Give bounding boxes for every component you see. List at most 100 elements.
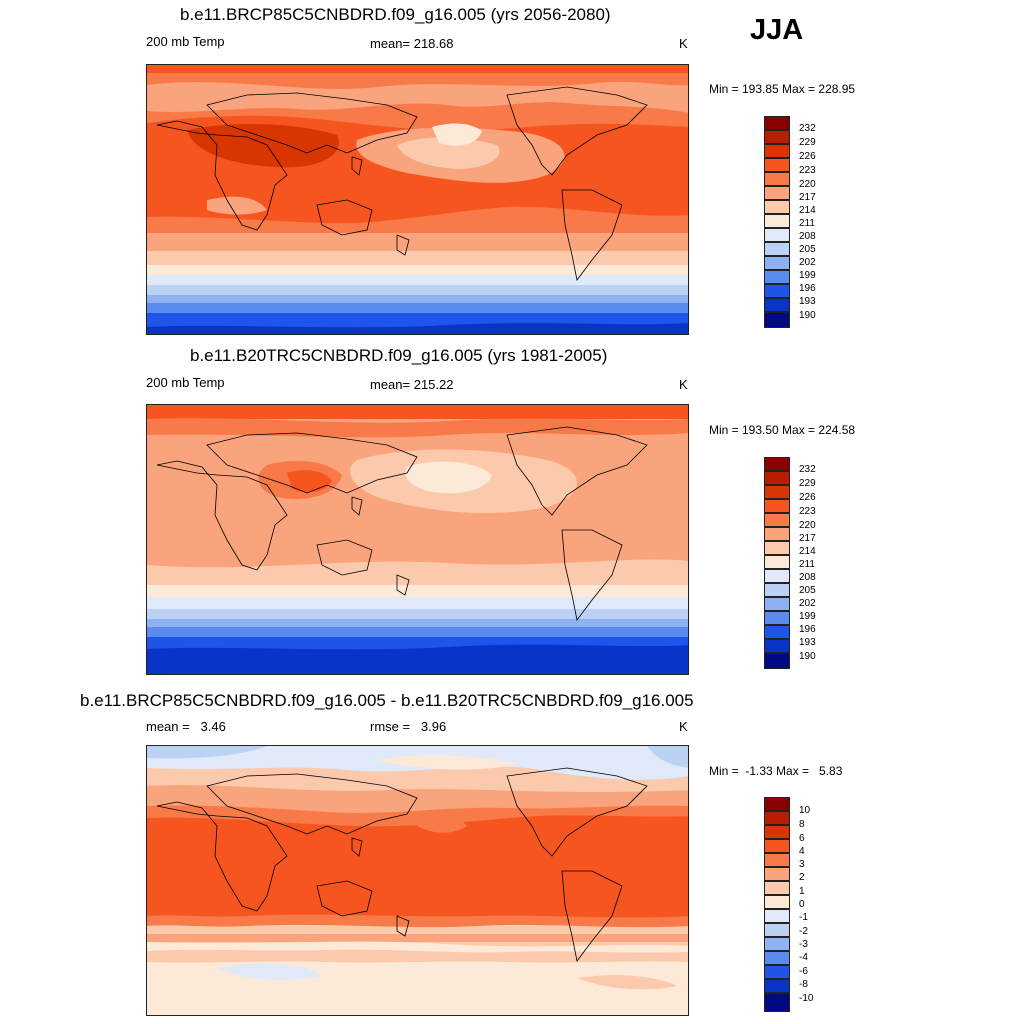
panel2-tick: 217 (799, 533, 816, 544)
panel2-colorbar-box (764, 569, 790, 583)
panel1-colorbar (764, 116, 790, 328)
panel3-rmse: rmse = 3.96 (370, 719, 447, 734)
panel3-colorbar-box (764, 965, 790, 979)
panel3-colorbar-box (764, 937, 790, 951)
panel1-colorbar-box (764, 144, 790, 158)
panel1-mean: mean= 218.68 (370, 36, 454, 51)
panel3-title: b.e11.BRCP85C5CNBDRD.f09_g16.005 - b.e11… (80, 691, 694, 710)
panel2-colorbar-box (764, 471, 790, 485)
panel2-colorbar-box (764, 499, 790, 513)
panel2-colorbar-box (764, 541, 790, 555)
panel1-map (146, 64, 689, 335)
panel3-tick: -2 (799, 926, 808, 937)
panel3-tick: 10 (799, 805, 811, 816)
panel3-colorbar-box (764, 797, 790, 811)
panel1-tick: 190 (799, 310, 816, 321)
panel1-colorbar-box (764, 298, 790, 312)
panel3-tick: 8 (799, 819, 805, 830)
panel3-tick: 1 (799, 886, 805, 897)
panel1-tick: 229 (799, 137, 816, 148)
panel1-minmax: Min = 193.85 Max = 228.95 (709, 82, 856, 96)
panel3-colorbar-box (764, 825, 790, 839)
panel1-tick: 223 (799, 165, 816, 176)
panel1-tick: 208 (799, 231, 816, 242)
panel2-colorbar-box (764, 555, 790, 569)
panel2-tick: 211 (799, 559, 815, 570)
panel3-tick: 2 (799, 872, 805, 883)
panel3-tick: 0 (799, 899, 805, 910)
panel3-colorbar-box (764, 839, 790, 853)
panel2-colorbar (764, 457, 790, 669)
panel3-colorbar-box (764, 923, 790, 937)
panel2-colorbar-box (764, 653, 790, 669)
panel1-colorbar-box (764, 270, 790, 284)
panel2-tick: 226 (799, 492, 816, 503)
panel3-colorbar-box (764, 881, 790, 895)
panel1-colorbar-box (764, 186, 790, 200)
season-label: JJA (750, 14, 804, 46)
panel1-tick: 205 (799, 244, 816, 255)
panel1-colorbar-box (764, 242, 790, 256)
panel2-colorbar-box (764, 625, 790, 639)
panel2-tick: 205 (799, 585, 816, 596)
panel2-colorbar-box (764, 597, 790, 611)
panel1-colorbar-box (764, 158, 790, 172)
panel3-minmax: Min = -1.33 Max = 5.83 (709, 764, 843, 778)
panel3-tick: -6 (799, 966, 808, 977)
panel2-tick: 190 (799, 651, 816, 662)
panel2-tick: 196 (799, 624, 816, 635)
panel3-colorbar-box (764, 951, 790, 965)
panel2-map (146, 404, 689, 675)
panel2-colorbar-box (764, 485, 790, 499)
panel1-tick: 202 (799, 257, 816, 268)
panel2-tick: 229 (799, 478, 816, 489)
panel2-colorbar-box (764, 611, 790, 625)
panel3-colorbar-box (764, 867, 790, 881)
panel2-variable: 200 mb Temp (146, 375, 225, 390)
panel1-colorbar-box (764, 172, 790, 186)
panel2-tick: 193 (799, 637, 816, 648)
panel3-units: K (679, 719, 688, 734)
panel1-tick: 232 (799, 123, 816, 134)
panel2-title: b.e11.B20TRC5CNBDRD.f09_g16.005 (yrs 198… (190, 346, 608, 365)
panel1-colorbar-box (764, 228, 790, 242)
panel3-colorbar-box (764, 895, 790, 909)
panel1-title: b.e11.BRCP85C5CNBDRD.f09_g16.005 (yrs 20… (180, 5, 611, 24)
panel3-tick: -4 (799, 952, 808, 963)
panel2-tick: 199 (799, 611, 816, 622)
panel1-tick: 193 (799, 296, 816, 307)
panel3-colorbar-box (764, 993, 790, 1012)
panel1-tick: 214 (799, 205, 816, 216)
panel3-tick: 4 (799, 846, 805, 857)
panel2-tick: 223 (799, 506, 816, 517)
panel3-colorbar-box (764, 811, 790, 825)
panel2-minmax: Min = 193.50 Max = 224.58 (709, 423, 856, 437)
panel1-tick: 211 (799, 218, 815, 229)
panel1-tick: 199 (799, 270, 816, 281)
panel1-colorbar-box (764, 284, 790, 298)
panel1-tick: 217 (799, 192, 816, 203)
panel3-colorbar-box (764, 979, 790, 993)
panel2-tick: 220 (799, 520, 816, 531)
panel3-map (146, 745, 689, 1016)
panel2-colorbar-box (764, 639, 790, 653)
panel3-tick: -8 (799, 979, 808, 990)
panel2-tick: 202 (799, 598, 816, 609)
panel2-colorbar-box (764, 583, 790, 597)
panel2-units: K (679, 377, 688, 392)
panel3-mean: mean = 3.46 (146, 719, 226, 734)
panel1-variable: 200 mb Temp (146, 34, 225, 49)
panel1-colorbar-box (764, 312, 790, 328)
panel3-tick: 3 (799, 859, 805, 870)
panel2-colorbar-box (764, 457, 790, 471)
panel2-colorbar-box (764, 513, 790, 527)
panel3-colorbar-box (764, 853, 790, 867)
panel2-tick: 232 (799, 464, 816, 475)
panel3-tick: -10 (799, 993, 814, 1004)
panel3-tick: 6 (799, 833, 805, 844)
panel2-mean: mean= 215.22 (370, 377, 454, 392)
panel1-tick: 226 (799, 151, 816, 162)
panel3-tick: -1 (799, 912, 808, 923)
panel3-colorbar-box (764, 909, 790, 923)
panel1-tick: 196 (799, 283, 816, 294)
